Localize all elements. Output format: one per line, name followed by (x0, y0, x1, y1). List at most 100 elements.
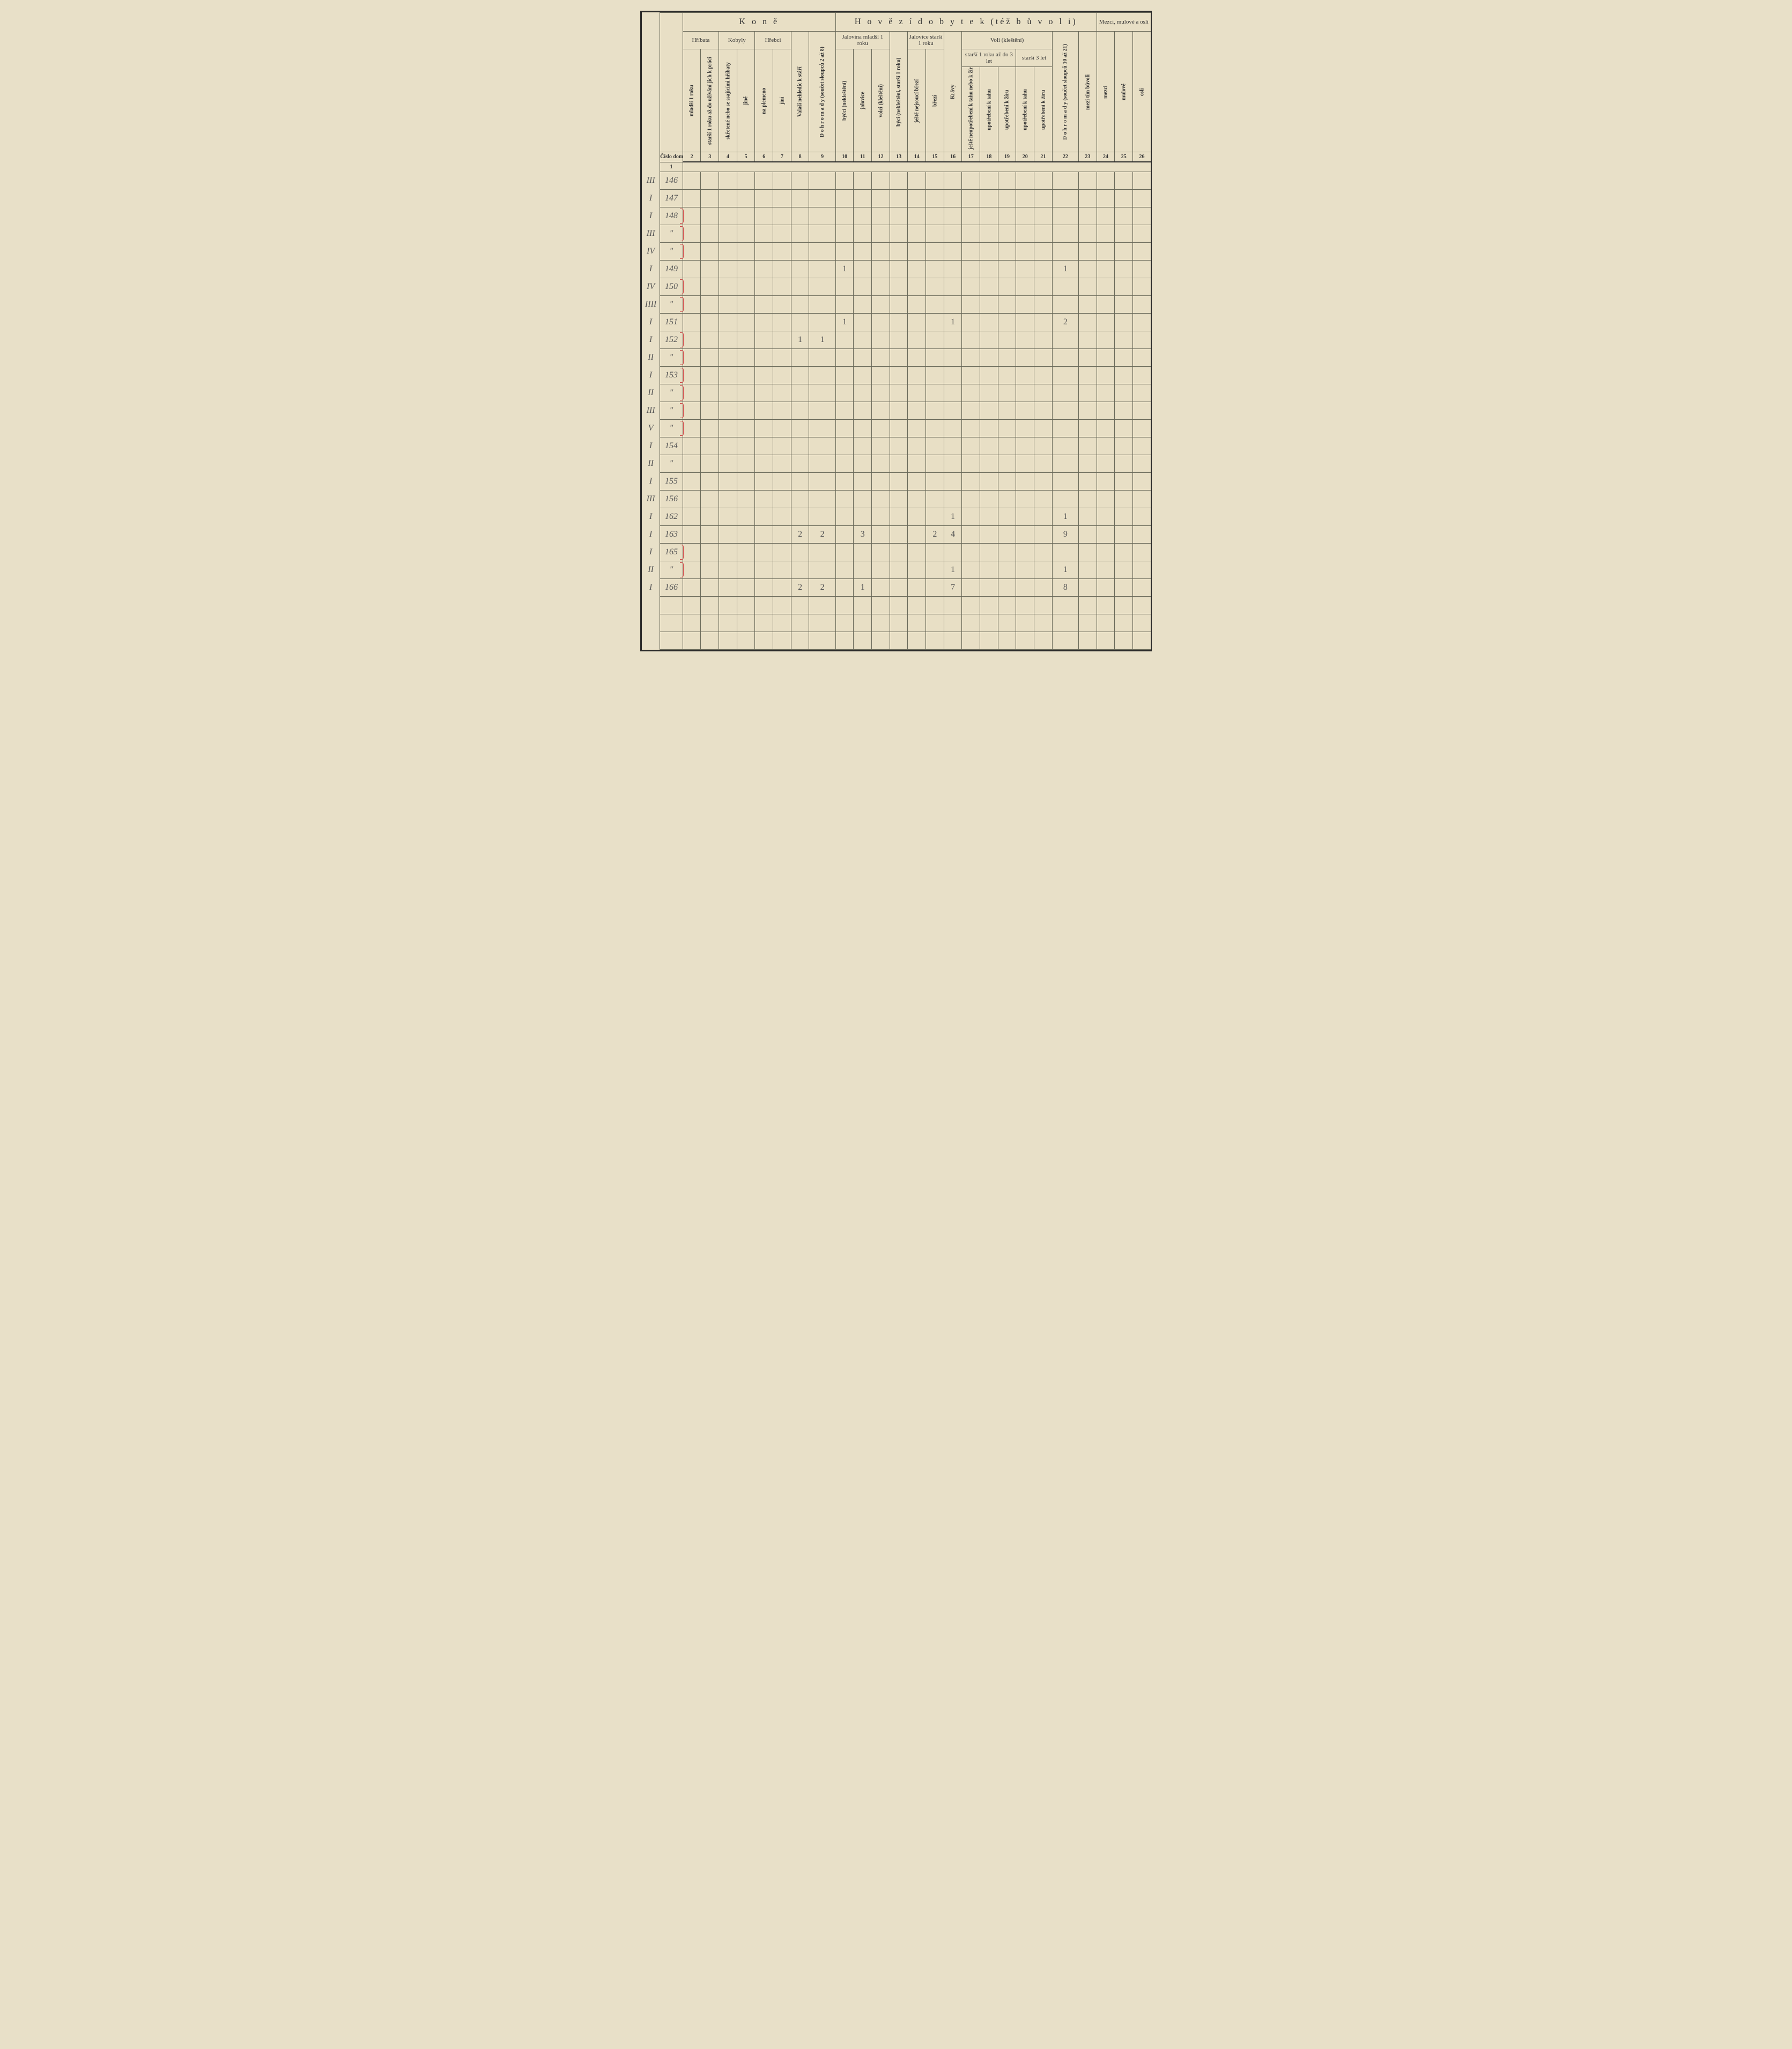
cell (890, 472, 908, 490)
cell (809, 490, 835, 508)
cell (791, 313, 809, 331)
cell (683, 455, 701, 472)
cell: 4 (944, 525, 962, 543)
cell (835, 419, 854, 437)
cell (926, 578, 944, 596)
cell (737, 295, 755, 313)
cell (962, 561, 980, 578)
cell (791, 472, 809, 490)
cell (1034, 260, 1053, 278)
cell (872, 366, 890, 384)
cell (1097, 331, 1115, 348)
margin-roman: I (642, 207, 660, 225)
cell (1016, 366, 1034, 384)
cell (719, 561, 737, 578)
cell (1115, 508, 1133, 525)
margin-roman: I (642, 331, 660, 348)
cell (998, 313, 1016, 331)
cell (809, 455, 835, 472)
cell (908, 455, 926, 472)
cell (1115, 348, 1133, 366)
cell (683, 472, 701, 490)
cell (1133, 437, 1151, 455)
cell (1115, 313, 1133, 331)
cell (755, 225, 773, 242)
col-6: na plemeno (755, 49, 773, 152)
cell (1079, 295, 1097, 313)
cell (791, 437, 809, 455)
cell (1034, 242, 1053, 260)
cell (1079, 490, 1097, 508)
cell (773, 331, 791, 348)
cell (1133, 189, 1151, 207)
cell (1034, 472, 1053, 490)
table-row: III156 (642, 490, 1151, 508)
cell (809, 472, 835, 490)
cell: 7 (944, 578, 962, 596)
cell (683, 260, 701, 278)
cell (962, 543, 980, 561)
cell (926, 455, 944, 472)
cell (890, 331, 908, 348)
cell (701, 384, 719, 402)
col-18: upotřebení k tahu (980, 67, 998, 152)
cell (755, 402, 773, 419)
cell (944, 207, 962, 225)
cell (1016, 242, 1034, 260)
cell (926, 207, 944, 225)
cell (809, 437, 835, 455)
hdr-jalovina: Jalovina mladší 1 roku (835, 32, 890, 49)
cell (1052, 455, 1078, 472)
cell (773, 172, 791, 189)
cell: 2 (809, 578, 835, 596)
cell (755, 172, 773, 189)
cell (890, 366, 908, 384)
house-number: " (660, 225, 683, 242)
cell (755, 455, 773, 472)
cell (835, 543, 854, 561)
cell (926, 295, 944, 313)
cell (701, 313, 719, 331)
col-19: upotřebení k žíru (998, 67, 1016, 152)
cell (944, 490, 962, 508)
cell (737, 543, 755, 561)
cell (908, 472, 926, 490)
margin-roman: IV (642, 278, 660, 295)
cell (719, 225, 737, 242)
cell (1034, 313, 1053, 331)
cell (980, 455, 998, 472)
cell (926, 331, 944, 348)
cell (854, 295, 872, 313)
cell (998, 348, 1016, 366)
cell (962, 437, 980, 455)
cell (962, 472, 980, 490)
cell (737, 225, 755, 242)
col-16: Krávy (944, 32, 962, 152)
cell (1052, 419, 1078, 437)
cell (998, 455, 1016, 472)
cell (1079, 437, 1097, 455)
cell (755, 260, 773, 278)
cell (835, 578, 854, 596)
cell (926, 242, 944, 260)
cell (872, 207, 890, 225)
cell (980, 384, 998, 402)
cell: 1 (835, 260, 854, 278)
cell (1097, 508, 1115, 525)
cell (737, 472, 755, 490)
cell (872, 384, 890, 402)
cell (854, 242, 872, 260)
margin-roman: I (642, 189, 660, 207)
cell (809, 189, 835, 207)
cell (791, 402, 809, 419)
cell (683, 508, 701, 525)
cell (719, 402, 737, 419)
cell (1016, 313, 1034, 331)
table-row: I155 (642, 472, 1151, 490)
cell (1097, 242, 1115, 260)
cell (1034, 578, 1053, 596)
section-mezci: Mezci, mulové a osli (1097, 13, 1151, 32)
cell (755, 437, 773, 455)
cell (791, 172, 809, 189)
cell (962, 172, 980, 189)
